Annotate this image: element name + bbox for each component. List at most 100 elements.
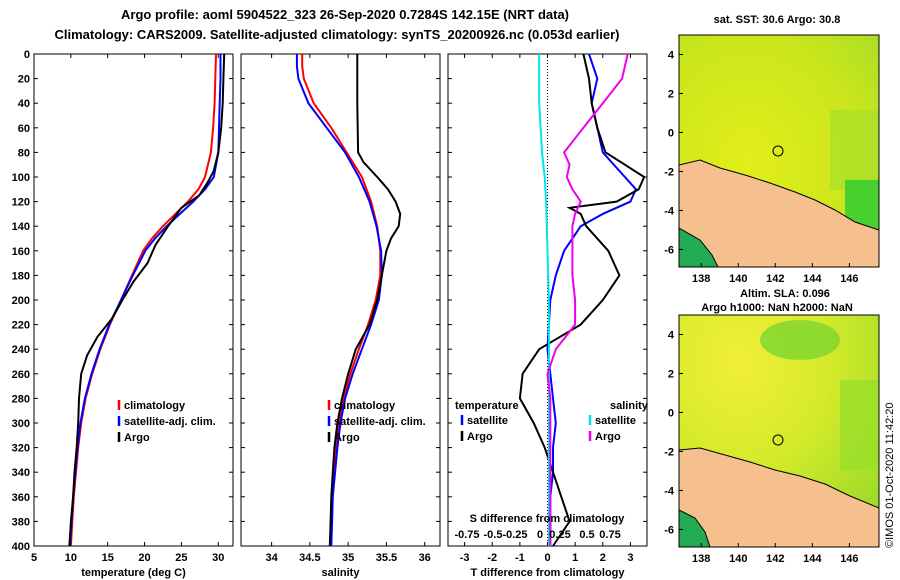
legend-label: Argo <box>467 431 493 443</box>
map-y-tick-label: -6 <box>664 524 674 536</box>
legend-temperature-title: temperature <box>455 400 519 412</box>
series-line-climatology <box>301 54 382 547</box>
x-tick-label: 36 <box>419 552 431 564</box>
series-line-s-argo <box>546 53 629 546</box>
title-line-2: Climatology: CARS2009. Satellite-adjuste… <box>55 27 620 42</box>
x-tick-label: 1 <box>572 552 578 564</box>
sla-map-subtitle: Argo h1000: NaN h2000: NaN <box>701 302 853 314</box>
top-axis-tick-label: 0.5 <box>579 529 594 541</box>
legend-label: satellite-adj. clim. <box>124 416 216 428</box>
y-tick-label: 180 <box>12 270 30 282</box>
salinity-panel: 34 34.5 35 35.5 36 salinity climatology satelli… <box>240 53 441 579</box>
y-tick-label: 40 <box>18 98 30 110</box>
legend-label: Argo <box>334 432 360 444</box>
y-tick-label: 220 <box>12 320 30 332</box>
legend-label: climatology <box>334 400 396 412</box>
y-tick-label: 160 <box>12 246 30 258</box>
map-x-tick-label: 144 <box>803 273 822 285</box>
legend-label: satellite <box>595 415 636 427</box>
map-x-tick-label: 140 <box>729 273 747 285</box>
credit-text: ©IMOS 01-Oct-2020 11:42:20 <box>884 403 896 548</box>
plot-frame <box>240 53 441 547</box>
map-x-tick-label: 138 <box>692 273 710 285</box>
map-y-tick-label: -2 <box>664 446 674 458</box>
legend-label: satellite-adj. clim. <box>334 416 426 428</box>
map-x-tick-label: 140 <box>729 553 747 565</box>
temperature-panel: 0 20 40 60 80 100 120 140 160 180 200 220 240 260 280 3… <box>12 49 234 579</box>
y-tick-label: 200 <box>12 295 30 307</box>
y-tick-label: 400 <box>12 541 30 553</box>
map-y-tick-label: 2 <box>668 88 674 100</box>
map-x-tick-label: 138 <box>692 553 710 565</box>
y-tick-label: 100 <box>12 172 30 184</box>
y-tick-label: 280 <box>12 393 30 405</box>
map-x-tick-label: 146 <box>840 553 858 565</box>
top-axis-tick-label: 0.75 <box>599 529 620 541</box>
series-line-t-argo <box>518 53 646 547</box>
map-x-tick-label: 146 <box>840 273 858 285</box>
x-axis-label: temperature (deg C) <box>81 567 186 579</box>
legend-label: climatology <box>124 400 186 412</box>
top-axis-tick-label: -0.5 <box>484 529 503 541</box>
y-tick-label: 380 <box>12 516 30 528</box>
y-tick-label: 260 <box>12 369 30 381</box>
series-line-argo <box>328 54 402 547</box>
top-axis-tick-label: -0.25 <box>502 529 527 541</box>
title-line-1: Argo profile: aoml 5904522_323 26-Sep-20… <box>121 7 569 22</box>
sla-map-title: Altim. SLA: 0.096 <box>740 288 830 300</box>
map-y-tick-label: -2 <box>664 166 674 178</box>
map-y-tick-label: -4 <box>664 485 675 497</box>
map-x-tick-label: 142 <box>766 553 784 565</box>
x-axis-label: salinity <box>322 567 361 579</box>
x-tick-label: 25 <box>175 552 187 564</box>
top-axis-title: S difference from climatology <box>470 513 626 525</box>
series-line-argo <box>68 53 226 547</box>
x-tick-label: 34 <box>265 552 278 564</box>
x-tick-label: -2 <box>487 552 497 564</box>
map-y-tick-label: 4 <box>668 329 675 341</box>
x-tick-label: 35.5 <box>376 552 397 564</box>
series-line-s-satellite <box>538 54 550 546</box>
x-tick-label: 2 <box>600 552 606 564</box>
top-axis-tick-label: -0.75 <box>454 529 479 541</box>
map-y-tick-label: -6 <box>664 244 674 256</box>
series-line-t-satellite <box>546 53 638 546</box>
x-tick-label: 34.5 <box>299 552 320 564</box>
legend-label: satellite <box>467 415 508 427</box>
y-tick-label: 320 <box>12 443 30 455</box>
top-axis-tick-label: 0 <box>537 529 543 541</box>
map-y-tick-label: -4 <box>664 205 675 217</box>
difference-panel: -3 -2 -1 0 1 2 3T difference from climatology t… <box>447 53 649 579</box>
x-tick-label: 15 <box>102 552 114 564</box>
sst-map: 138 140 142 144 146 4 2 0 -2 -4 -6 <box>664 34 880 285</box>
map-x-tick-label: 142 <box>766 273 784 285</box>
map-y-tick-label: 4 <box>668 49 675 61</box>
y-tick-label: 80 <box>18 147 30 159</box>
x-tick-label: -1 <box>515 552 525 564</box>
x-tick-label: 3 <box>627 552 633 564</box>
y-tick-label: 300 <box>12 418 30 430</box>
map-y-tick-label: 2 <box>668 368 674 380</box>
x-tick-label: 20 <box>138 552 150 564</box>
sst-map-title: sat. SST: 30.6 Argo: 30.8 <box>714 14 841 26</box>
x-tick-label: 0 <box>544 552 550 564</box>
legend-salinity-title: salinity <box>610 400 649 412</box>
map-y-tick-label: 0 <box>668 127 674 139</box>
y-tick-label: 240 <box>12 344 30 356</box>
y-tick-label: 340 <box>12 467 30 479</box>
y-tick-label: 120 <box>12 197 30 209</box>
y-tick-label: 60 <box>18 123 30 135</box>
sla-map: 138 140 142 144 146 4 2 0 -2 -4 -6 <box>664 314 880 565</box>
x-tick-label: 35 <box>342 552 354 564</box>
legend-label: Argo <box>124 432 150 444</box>
map-x-tick-label: 144 <box>803 553 822 565</box>
x-tick-label: 30 <box>212 552 224 564</box>
y-tick-label: 140 <box>12 221 30 233</box>
x-tick-label: 5 <box>31 552 37 564</box>
top-axis-tick-label: 0.25 <box>549 529 570 541</box>
x-tick-label: -3 <box>460 552 470 564</box>
x-axis-label: T difference from climatology <box>470 567 625 579</box>
y-tick-label: 0 <box>24 49 30 61</box>
map-y-tick-label: 0 <box>668 407 674 419</box>
